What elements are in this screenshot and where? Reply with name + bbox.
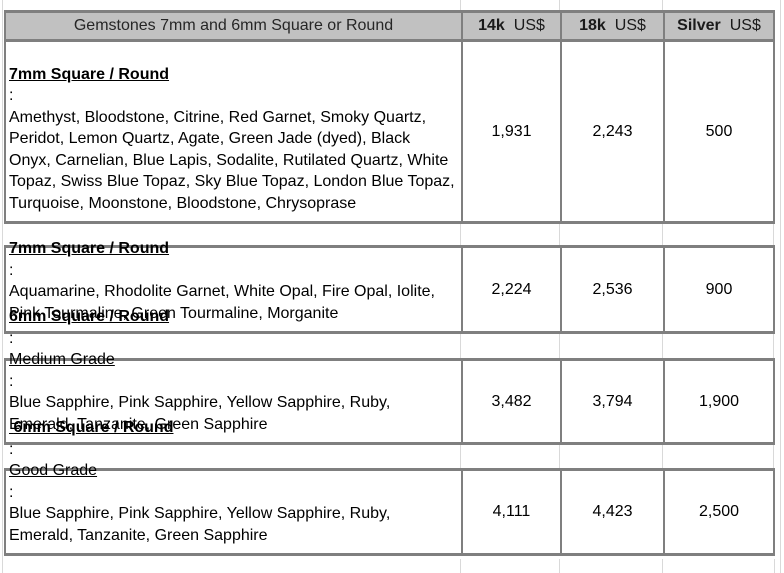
- gridline: [662, 559, 663, 573]
- gridline: [773, 445, 774, 468]
- header-18k-metal: 18k: [579, 17, 606, 34]
- header-gemstones-label: Gemstones 7mm and 6mm Square or Round: [73, 17, 394, 35]
- gridline: [559, 334, 560, 358]
- gem-description-cell: 7mm Square / Round: Amethyst, Bloodstone…: [6, 42, 461, 221]
- gridline: [662, 334, 663, 358]
- gridline: [774, 559, 775, 573]
- header-silver-metal: Silver: [677, 17, 721, 34]
- price-14k: 1,931: [461, 42, 560, 221]
- gridline: [460, 334, 461, 358]
- header-18k: 18k US$: [560, 13, 663, 39]
- row-title: 7mm Square / Round: [9, 65, 170, 83]
- gridline: [2, 0, 3, 573]
- gridline: [662, 0, 663, 10]
- gridline: [780, 0, 781, 573]
- gem-description-cell: 6mm Square / Round: Good Grade: Blue Sap…: [6, 419, 461, 553]
- gem-list: Amethyst, Bloodstone, Citrine, Red Garne…: [9, 108, 459, 212]
- gridline: [559, 0, 560, 10]
- gem-description-cell: 6mm Square / Round: Medium Grade: Blue S…: [6, 308, 461, 442]
- table-row-7mm-premium: 7mm Square / Round: Aquamarine, Rhodolite…: [4, 240, 775, 334]
- price-silver: 900: [663, 248, 773, 331]
- price-18k: 3,794: [560, 361, 663, 442]
- header-14k: 14k US$: [461, 13, 560, 39]
- table-row-7mm-standard: 7mm Square / Round: Amethyst, Bloodstone…: [4, 39, 775, 224]
- row-grade: Good Grade: [9, 462, 98, 479]
- header-14k-currency: US$: [513, 17, 545, 34]
- grade-separator: :: [9, 372, 18, 390]
- gridline: [460, 224, 461, 245]
- header-silver: Silver US$: [663, 13, 773, 39]
- price-14k: 4,111: [461, 471, 560, 553]
- gridline: [773, 224, 774, 245]
- price-18k: 2,243: [560, 42, 663, 221]
- grade-separator: :: [9, 483, 18, 501]
- gridline: [559, 445, 560, 468]
- table-row-6mm-medium: 6mm Square / Round: Medium Grade: Blue S…: [4, 308, 775, 445]
- row-separator: :: [9, 87, 18, 104]
- row-title: 7mm Square / Round: [9, 240, 170, 257]
- spacer-row: [4, 334, 775, 358]
- gem-list: Aquamarine, Rhodolite Garnet, White Opal…: [9, 283, 440, 322]
- gridline: [460, 445, 461, 468]
- gridline: [460, 0, 461, 10]
- price-14k: 3,482: [461, 361, 560, 442]
- gridline: [662, 224, 663, 245]
- row-grade: Medium Grade: [9, 351, 115, 368]
- spacer-row: [4, 445, 775, 468]
- price-18k: 2,536: [560, 248, 663, 331]
- price-silver: 2,500: [663, 471, 773, 553]
- gridline: [460, 559, 461, 573]
- price-silver: 1,900: [663, 361, 773, 442]
- row-separator: :: [9, 440, 18, 458]
- spacer-row: [4, 224, 775, 245]
- gem-description-cell: 7mm Square / Round: Aquamarine, Rhodolite…: [6, 240, 461, 331]
- header-14k-metal: 14k: [478, 17, 505, 34]
- price-18k: 4,423: [560, 471, 663, 553]
- row-separator: :: [9, 329, 18, 347]
- table-row-6mm-good: 6mm Square / Round: Good Grade: Blue Sap…: [4, 419, 775, 556]
- gridline: [559, 224, 560, 245]
- price-silver: 500: [663, 42, 773, 221]
- header-18k-currency: US$: [614, 17, 646, 34]
- gridline: [559, 559, 560, 573]
- gem-list: Blue Sapphire, Pink Sapphire, Yellow Sap…: [9, 394, 395, 433]
- table-header-row: Gemstones 7mm and 6mm Square or Round 14…: [4, 10, 775, 42]
- gem-list: Blue Sapphire, Pink Sapphire, Yellow Sap…: [9, 505, 395, 544]
- header-silver-currency: US$: [729, 17, 761, 34]
- row-separator: :: [9, 261, 14, 279]
- gridline: [662, 445, 663, 468]
- row-title: 6mm Square / Round: [9, 419, 174, 436]
- gridline: [773, 334, 774, 358]
- price-14k: 2,224: [461, 248, 560, 331]
- row-title: 6mm Square / Round: [9, 308, 170, 325]
- price-table: Gemstones 7mm and 6mm Square or Round 14…: [4, 10, 775, 556]
